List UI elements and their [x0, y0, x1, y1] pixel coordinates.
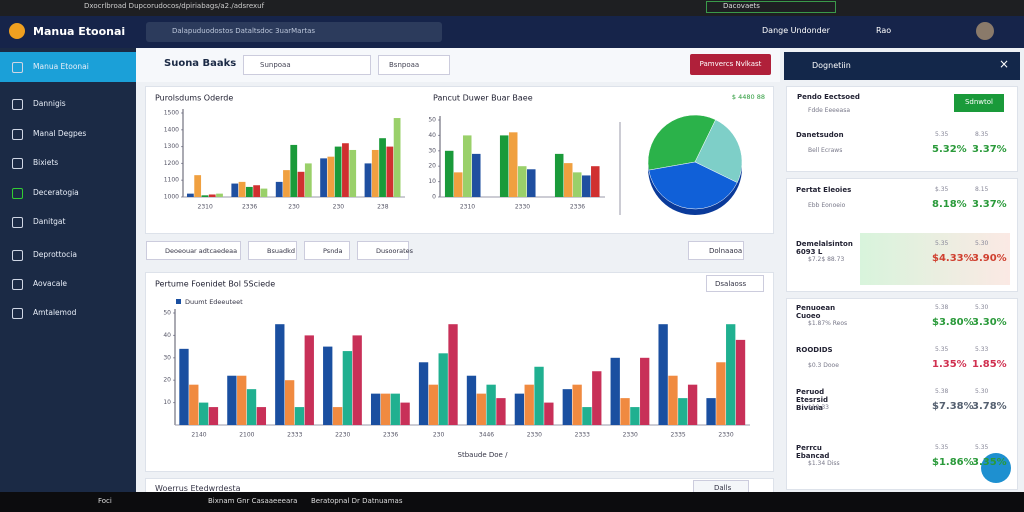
row-value: 3.35%: [972, 457, 1007, 468]
nav-item[interactable]: Aovacale: [33, 279, 68, 288]
nav-item[interactable]: Deprottocia: [33, 250, 77, 259]
nav-icon: [12, 158, 23, 169]
row-small: 5.30: [975, 240, 989, 247]
row-value: 1.85%: [972, 359, 1007, 370]
nav-item[interactable]: Manua Etoonai: [33, 62, 89, 71]
logo: [9, 23, 25, 39]
row-small: 5.35: [935, 131, 949, 138]
address[interactable]: Dxocrlbroad Dupcorudocos/dpiriabags/a2./…: [84, 2, 265, 10]
taskbar: [0, 492, 1024, 512]
chip[interactable]: Dolnaaoa: [688, 241, 744, 260]
filter[interactable]: Bsnpoaa: [378, 55, 450, 75]
row-small: 5.35: [935, 240, 949, 247]
nav-icon: [12, 308, 23, 319]
chip[interactable]: Dusoorates: [357, 241, 413, 260]
row-value: 1.35%: [932, 359, 967, 370]
row-small: 8.15: [975, 186, 989, 193]
nav-item[interactable]: Amtalemod: [33, 308, 77, 317]
row-small: 5.33: [975, 346, 989, 353]
row-small: 5.30: [975, 304, 989, 311]
card: [145, 86, 774, 234]
nav-icon: [12, 250, 23, 261]
row-small: 5.35: [975, 444, 989, 451]
row-label: Penuoean Cuoeo: [796, 304, 836, 320]
close[interactable]: ×: [999, 57, 1010, 71]
nav-icon: [12, 129, 23, 140]
panel-button[interactable]: Sdnwtol: [954, 94, 1004, 112]
avatar[interactable]: [976, 22, 994, 40]
panel-head-sub: Fdde Eeeeasa: [808, 107, 851, 114]
row-value: $3.80%: [932, 317, 974, 328]
search[interactable]: Dalapuduodostos Dataltsdoc 3uarMartas: [146, 22, 442, 42]
row-sub: $1.87% Reos: [808, 320, 848, 327]
card-title: Woerrus Etedwrdesta: [155, 484, 241, 493]
dropdown[interactable]: Dsalaoss: [706, 275, 764, 292]
row-label: Demelalsinton 6093 L: [796, 240, 853, 256]
row-label: Danetsudon: [796, 131, 844, 139]
row-small: 8.35: [975, 131, 989, 138]
nav-icon: [12, 217, 23, 228]
user[interactable]: Rao: [876, 26, 892, 35]
row-sub: $7.2$ 88.73: [808, 256, 845, 263]
row-value: $7.38%: [932, 401, 974, 412]
task[interactable]: Bixnam Gnr Casaaeeeara: [208, 497, 298, 505]
tab[interactable]: Dacovaets: [706, 1, 836, 13]
nav-icon: [12, 99, 23, 110]
page-title: Suona Baaks: [164, 58, 237, 69]
nav-item[interactable]: Deceratogia: [33, 188, 79, 197]
row-small: 5.30: [975, 388, 989, 395]
row-value: 3.30%: [972, 317, 1007, 328]
row-sub: $1.34 Diss: [808, 460, 840, 467]
panel-head: Pendo Eectsoed: [797, 93, 860, 101]
row-small: 5.35: [935, 346, 949, 353]
row-label: Pertat Eleoies: [796, 186, 852, 194]
nav-icon: [12, 62, 23, 73]
card: [145, 272, 774, 472]
chip[interactable]: Psnda: [304, 241, 350, 260]
row-small: 5.38: [935, 388, 949, 395]
row-value: 3.37%: [972, 144, 1007, 155]
row-value: $4.33%: [932, 253, 974, 264]
brand: Manua Etoonai: [33, 25, 126, 38]
task[interactable]: Beratopnal Dr Datnuamas: [311, 497, 403, 505]
row-label: ROODIDS: [796, 346, 833, 354]
nav-icon: [12, 188, 23, 199]
row-value: 3.37%: [972, 199, 1007, 210]
panel-card: [786, 298, 1018, 490]
row-sub: $0.3 Dooe: [808, 362, 839, 369]
task[interactable]: Foci: [98, 497, 112, 505]
row-sub: Ebb Eonoeio: [808, 202, 846, 209]
panel-header: [784, 52, 1020, 80]
row-small: 5.38: [935, 304, 949, 311]
nav-item[interactable]: Bixiets: [33, 158, 59, 167]
row-value: 3.78%: [972, 401, 1007, 412]
profile[interactable]: Dange Undonder: [762, 26, 830, 35]
highlight: [860, 233, 1010, 285]
row-sub: $10.33: [808, 404, 829, 411]
row-value: 3.90%: [972, 253, 1007, 264]
row-value: 8.18%: [932, 199, 967, 210]
nav-item[interactable]: Danitgat: [33, 217, 66, 226]
chip[interactable]: Deoeouar adtcaedeaa: [146, 241, 241, 260]
fab[interactable]: [981, 453, 1011, 483]
nav-item[interactable]: Dannigis: [33, 99, 66, 108]
nav-item[interactable]: Manal Degpes: [33, 129, 87, 138]
row-small: $.35: [935, 186, 949, 193]
row-sub: Bell Ecraws: [808, 147, 843, 154]
row-label: Peruod Etesrsid Bivuna: [796, 388, 829, 412]
row-small: 5.35: [935, 444, 949, 451]
row-value: 5.32%: [932, 144, 967, 155]
sidebar: [0, 48, 136, 492]
panel-title: Dognetiin: [812, 61, 851, 70]
row-value: $1.86%: [932, 457, 974, 468]
row-label: Perrcu Ebancad: [796, 444, 830, 460]
nav-icon: [12, 279, 23, 290]
chip[interactable]: Bsuadkd: [248, 241, 297, 260]
primary-button[interactable]: Pamvercs Nvlkast: [690, 54, 771, 75]
select[interactable]: Sunpoaa: [243, 55, 371, 75]
